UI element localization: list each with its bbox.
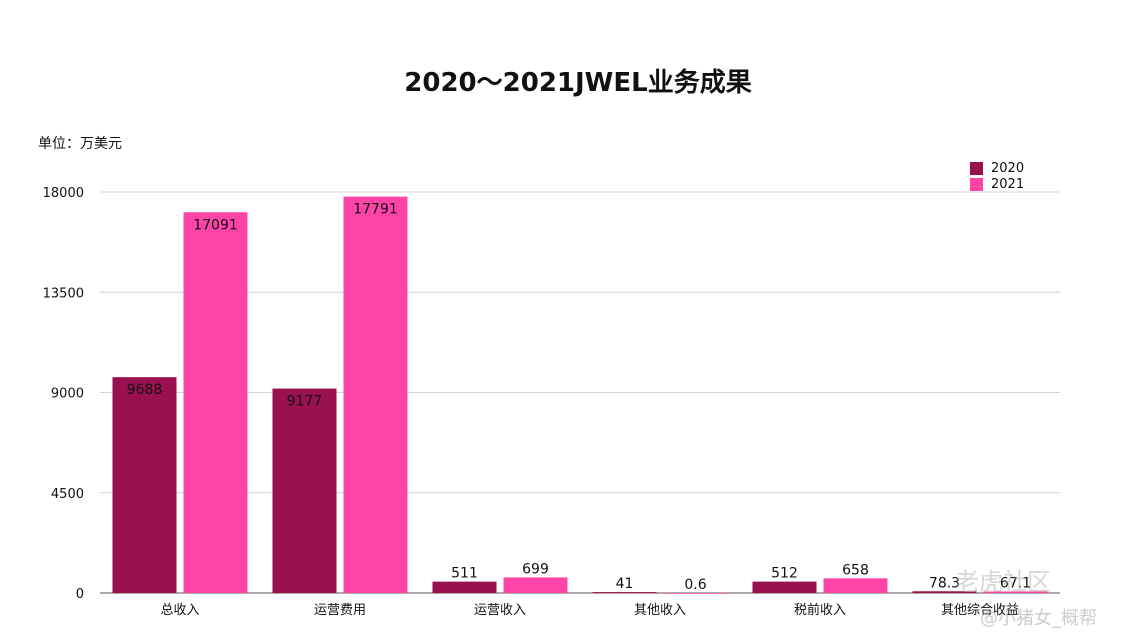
bar-2020	[592, 592, 657, 593]
data-label: 699	[522, 561, 549, 577]
y-tick-label: 4500	[51, 487, 84, 502]
data-label: 41	[616, 576, 634, 592]
legend-item-2021: 2021	[970, 176, 1024, 192]
legend-label-2020: 2020	[991, 160, 1025, 176]
legend-swatch-2020	[970, 161, 983, 175]
data-label: 17791	[353, 202, 398, 218]
legend: 2020 2021	[970, 160, 1024, 192]
x-tick-label: 运营费用	[314, 603, 366, 618]
bar-2021	[183, 212, 248, 594]
y-tick-label: 0	[76, 587, 84, 602]
y-tick-label: 18000	[43, 186, 84, 201]
x-tick-label: 总收入	[160, 603, 199, 618]
unit-label: 单位：万美元	[38, 136, 122, 152]
data-label: 9177	[287, 394, 323, 410]
legend-label-2021: 2021	[991, 176, 1025, 192]
data-label: 9688	[127, 382, 163, 398]
data-label: 78.3	[929, 575, 960, 591]
bar-2020	[272, 388, 337, 593]
bar-2021	[503, 577, 568, 593]
data-label: 0.6	[684, 577, 706, 593]
legend-swatch-2021	[970, 177, 983, 191]
y-tick-label: 9000	[51, 387, 84, 402]
x-tick-label: 运营收入	[474, 603, 526, 618]
legend-item-2020: 2020	[970, 160, 1024, 176]
bar-2021	[663, 592, 728, 594]
data-label: 67.1	[1000, 576, 1031, 592]
data-label: 511	[451, 566, 478, 582]
bar-2021	[983, 591, 1048, 593]
y-tick-label: 13500	[43, 286, 84, 301]
bar-2020	[432, 581, 497, 593]
bar-2020	[912, 591, 977, 593]
bar-2021	[823, 578, 888, 593]
data-label: 512	[771, 566, 798, 582]
bar-2021	[343, 196, 408, 593]
x-tick-label: 其他综合收益	[941, 603, 1019, 618]
data-label: 17091	[193, 217, 238, 233]
x-tick-label: 其他收入	[634, 603, 686, 618]
x-tick-label: 税前收入	[794, 602, 846, 618]
chart-title: 2020～2021JWEL业务成果	[404, 68, 752, 98]
data-label: 658	[842, 562, 869, 578]
watermark-sub: @小猪女_概帮	[980, 608, 1097, 629]
bar-2020	[112, 377, 177, 593]
watermark: 老虎社区	[955, 568, 1051, 596]
bar-2020	[752, 581, 817, 593]
